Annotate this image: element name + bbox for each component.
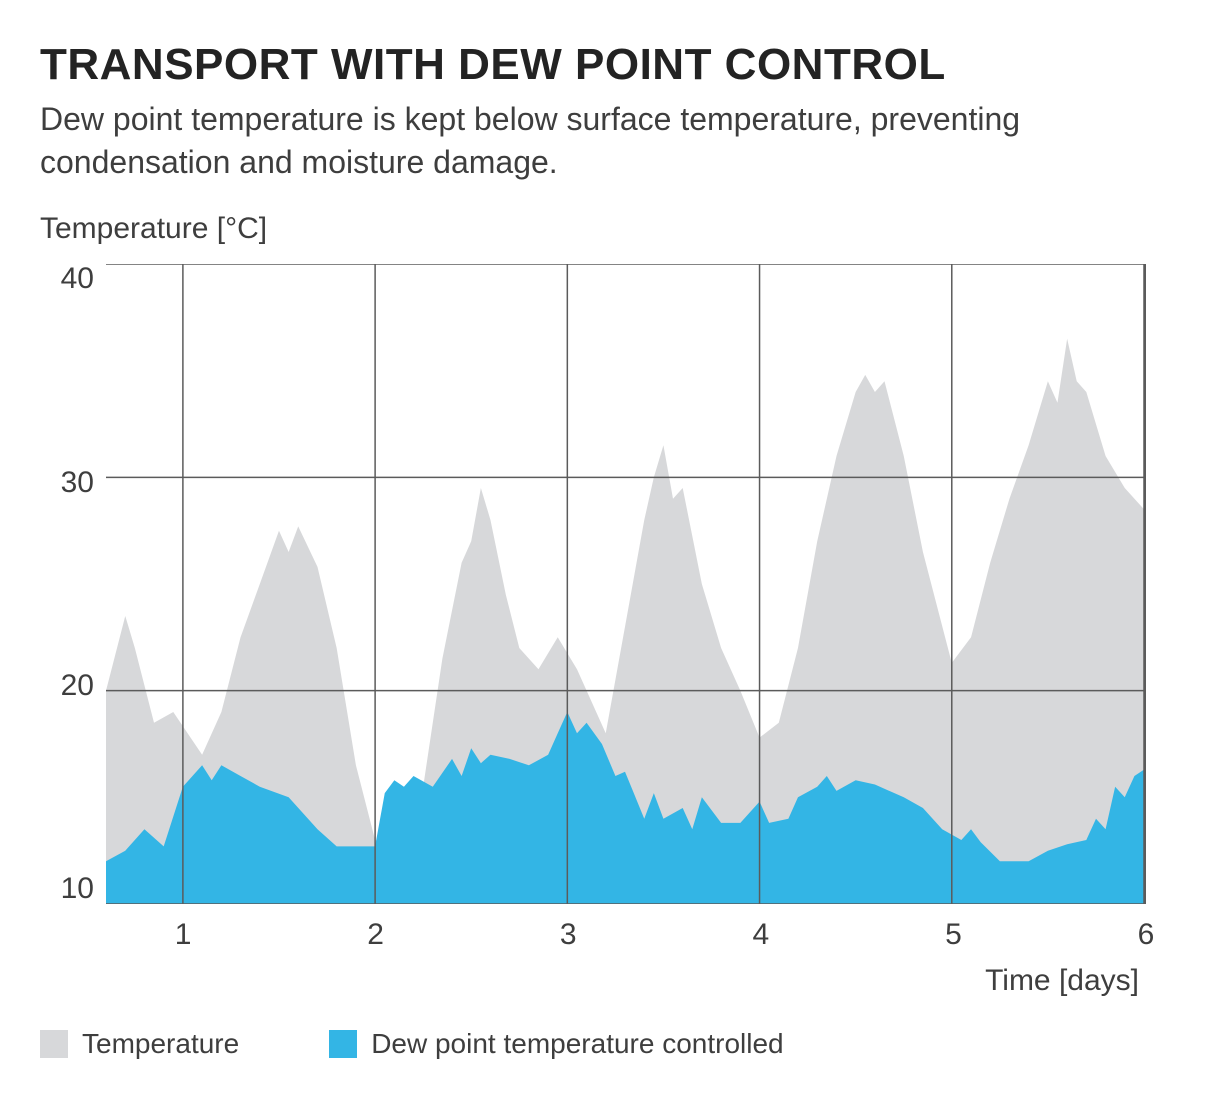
- legend-swatch: [40, 1030, 68, 1058]
- x-axis-ticks: 123456: [106, 918, 1146, 954]
- y-tick: 30: [40, 468, 94, 498]
- x-tick: 3: [560, 918, 577, 952]
- x-tick: 6: [1138, 918, 1155, 952]
- y-tick: 10: [40, 874, 94, 904]
- y-tick: 40: [40, 264, 94, 294]
- y-axis-label: Temperature [°C]: [40, 212, 1179, 246]
- chart-area: 40 30 20 10: [40, 264, 1179, 904]
- y-tick: 20: [40, 671, 94, 701]
- legend-item-temperature: Temperature: [40, 1028, 239, 1060]
- legend-label: Temperature: [82, 1028, 239, 1060]
- x-tick: 1: [175, 918, 192, 952]
- legend-label: Dew point temperature controlled: [371, 1028, 783, 1060]
- legend: Temperature Dew point temperature contro…: [40, 1028, 1179, 1060]
- legend-item-dewpoint: Dew point temperature controlled: [329, 1028, 783, 1060]
- x-axis-label: Time [days]: [40, 964, 1139, 998]
- x-tick: 2: [367, 918, 384, 952]
- y-axis-ticks: 40 30 20 10: [40, 264, 94, 904]
- legend-swatch: [329, 1030, 357, 1058]
- chart-title: TRANSPORT WITH DEW POINT CONTROL: [40, 40, 1179, 90]
- x-tick: 5: [945, 918, 962, 952]
- x-tick: 4: [752, 918, 769, 952]
- plot-region: [106, 264, 1146, 904]
- chart-subtitle: Dew point temperature is kept below surf…: [40, 98, 1179, 184]
